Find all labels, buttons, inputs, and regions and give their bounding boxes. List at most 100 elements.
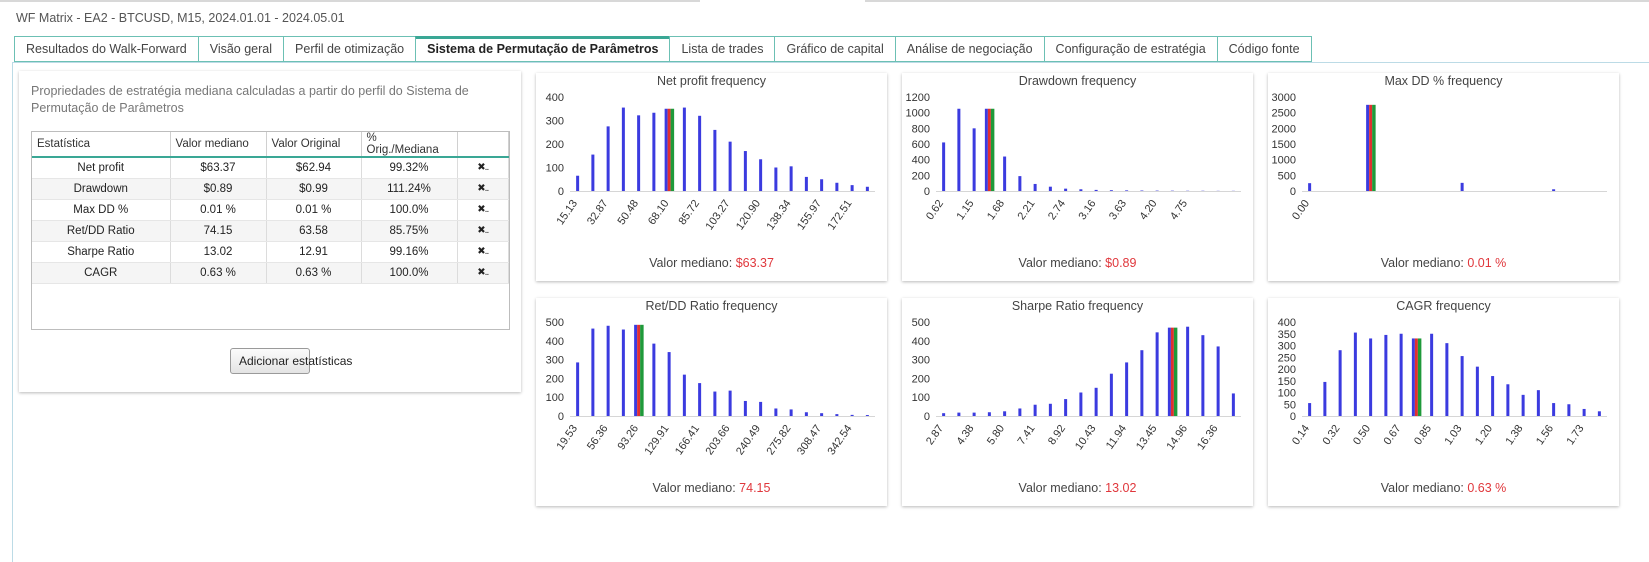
bar bbox=[1411, 338, 1415, 416]
bar bbox=[1201, 335, 1205, 416]
median-bar-green bbox=[1417, 338, 1422, 416]
tab-walk-forward-results[interactable]: Resultados do Walk-Forward bbox=[14, 36, 198, 62]
bar bbox=[743, 400, 747, 416]
y-tick-label: 1000 bbox=[906, 108, 930, 120]
median-bar-green bbox=[990, 108, 995, 191]
tab-optimization-profile[interactable]: Perfil de otimização bbox=[283, 36, 416, 62]
tab-trade-analysis[interactable]: Análise de negociação bbox=[894, 36, 1044, 62]
median-bar-red bbox=[1369, 104, 1373, 191]
remove-row-icon[interactable]: ✖.. bbox=[457, 262, 509, 284]
bar bbox=[1167, 327, 1171, 416]
bar bbox=[1491, 376, 1495, 416]
bar bbox=[576, 362, 580, 416]
y-tick-label: 50 bbox=[1284, 399, 1296, 411]
median-value: $0.89 bbox=[1105, 256, 1137, 270]
chart-card-net-profit: Net profit frequency 0 100 200 300 400 15.13 32… bbox=[536, 73, 887, 281]
bar bbox=[606, 126, 610, 191]
table-row[interactable]: Ret/DD Ratio 74.15 63.58 85.75% ✖.. bbox=[32, 220, 509, 242]
bar bbox=[1338, 350, 1342, 416]
x-tick-label: 2.87 bbox=[924, 423, 946, 447]
tab-source-code[interactable]: Código fonte bbox=[1216, 36, 1312, 62]
bar bbox=[774, 408, 778, 416]
bar bbox=[698, 115, 702, 191]
median-bar-red bbox=[987, 108, 991, 191]
tab-equity-chart[interactable]: Gráfico de capital bbox=[774, 36, 895, 62]
bar bbox=[1109, 373, 1113, 416]
chart-card-drawdown: Drawdown frequency 0 200 400 600 800 1000 1200 0… bbox=[902, 73, 1253, 281]
median-bar-green bbox=[1173, 327, 1178, 416]
col-header-remove bbox=[457, 132, 509, 158]
x-tick-label: 166.41 bbox=[673, 423, 702, 457]
cell-statistic: Max DD % bbox=[32, 199, 171, 221]
bar bbox=[789, 166, 793, 191]
table-row[interactable]: Max DD % 0.01 % 0.01 % 100.0% ✖.. bbox=[32, 199, 509, 221]
x-tick-label: 275.82 bbox=[764, 423, 793, 457]
remove-row-icon[interactable]: ✖.. bbox=[457, 157, 509, 179]
y-tick-label: 1000 bbox=[1272, 155, 1296, 167]
cell-percent: 100.0% bbox=[361, 199, 458, 221]
y-tick-label: 400 bbox=[912, 336, 930, 348]
chart-card-sharpe: Sharpe Ratio frequency 0 100 200 300 400 500 2.… bbox=[902, 298, 1253, 506]
bar bbox=[728, 390, 732, 416]
cell-median: 74.15 bbox=[170, 220, 267, 242]
cell-original: 63.58 bbox=[266, 220, 362, 242]
remove-row-icon[interactable]: ✖.. bbox=[457, 220, 509, 242]
bar bbox=[1521, 394, 1525, 416]
y-tick-label: 0 bbox=[924, 411, 930, 423]
y-tick-label: 2500 bbox=[1272, 108, 1296, 120]
table-row[interactable]: CAGR 0.63 % 0.63 % 100.0% ✖.. bbox=[32, 262, 509, 284]
cell-statistic: Ret/DD Ratio bbox=[32, 220, 171, 242]
y-tick-label: 0 bbox=[924, 186, 930, 198]
y-tick-label: 400 bbox=[1278, 317, 1296, 329]
col-header-median[interactable]: Valor mediano bbox=[170, 132, 267, 158]
x-tick-label: 0.50 bbox=[1351, 423, 1373, 447]
bar bbox=[850, 185, 854, 191]
x-tick-label: 85.72 bbox=[676, 198, 702, 227]
bar bbox=[1079, 392, 1083, 416]
top-divider bbox=[0, 0, 700, 2]
bar bbox=[759, 401, 763, 416]
remove-row-icon[interactable]: ✖.. bbox=[457, 178, 509, 200]
max-dd-frequency-chart: Max DD % frequency 0 500 1000 1500 2000 2500 30… bbox=[1272, 74, 1607, 222]
bar bbox=[942, 413, 946, 416]
bar bbox=[1384, 334, 1388, 416]
x-tick-label: 1.03 bbox=[1442, 423, 1464, 447]
tab-strategy-config[interactable]: Configuração de estratégia bbox=[1043, 36, 1217, 62]
ret-dd-ratio-frequency-chart: Ret/DD Ratio frequency 0 100 200 300 400 500 19… bbox=[546, 299, 875, 457]
tab-overview[interactable]: Visão geral bbox=[197, 36, 284, 62]
chart-card-ret-dd: Ret/DD Ratio frequency 0 100 200 300 400 500 19… bbox=[536, 298, 887, 506]
col-header-percent[interactable]: % Orig./Mediana bbox=[361, 132, 458, 158]
median-label: Valor mediano: bbox=[1018, 481, 1102, 495]
sharpe-ratio-frequency-chart: Sharpe Ratio frequency 0 100 200 300 400 500 2.… bbox=[912, 299, 1241, 452]
tab-trade-list[interactable]: Lista de trades bbox=[669, 36, 775, 62]
x-tick-label: 172.51 bbox=[825, 198, 854, 232]
y-tick-label: 300 bbox=[546, 355, 564, 367]
table-row[interactable]: Sharpe Ratio 13.02 12.91 99.16% ✖.. bbox=[32, 241, 509, 263]
col-header-statistic[interactable]: Estatística bbox=[32, 132, 171, 158]
median-bar-red bbox=[637, 324, 641, 416]
bar bbox=[664, 108, 668, 191]
x-tick-label: 93.26 bbox=[615, 423, 641, 452]
bar bbox=[728, 141, 732, 191]
tab-parameter-permutation[interactable]: Sistema de Permutação de Parâmetros bbox=[415, 36, 670, 62]
remove-row-icon[interactable]: ✖.. bbox=[457, 241, 509, 263]
col-header-original[interactable]: Valor Original bbox=[266, 132, 362, 158]
median-value: 13.02 bbox=[1105, 481, 1137, 495]
add-statistics-button[interactable]: Adicionar estatísticas bbox=[230, 348, 352, 374]
bar bbox=[1003, 411, 1007, 416]
table-row[interactable]: Drawdown $0.89 $0.99 111.24% ✖.. bbox=[32, 178, 509, 200]
median-bar-green bbox=[640, 324, 644, 416]
x-tick-label: 15.13 bbox=[554, 198, 580, 227]
bar bbox=[1018, 408, 1022, 416]
remove-row-icon[interactable]: ✖.. bbox=[457, 199, 509, 221]
cell-median: $0.89 bbox=[170, 178, 267, 200]
bar bbox=[591, 154, 595, 191]
bar bbox=[942, 142, 946, 191]
x-tick-label: 13.45 bbox=[1134, 423, 1160, 452]
x-tick-label: 203.66 bbox=[703, 423, 732, 457]
cell-statistic: Net profit bbox=[32, 157, 171, 179]
bar bbox=[774, 167, 778, 191]
table-row[interactable]: Net profit $63.37 $62.94 99.32% ✖.. bbox=[32, 157, 509, 179]
x-tick-label: 32.87 bbox=[585, 198, 611, 227]
x-tick-label: 4.75 bbox=[1168, 198, 1190, 222]
